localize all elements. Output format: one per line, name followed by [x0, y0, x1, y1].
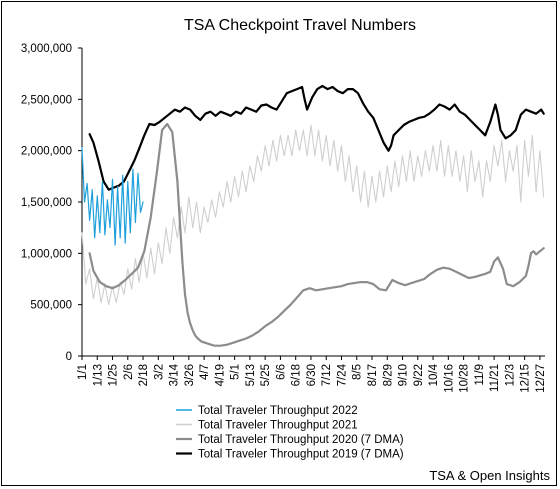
legend: Total Traveler Throughput 2022 Total Trav…: [176, 405, 404, 461]
x-tick-label: 10/4: [428, 363, 440, 386]
x-tick-label: 6/18: [291, 364, 303, 386]
source-note: TSA & Open Insights: [429, 468, 550, 483]
legend-label: Total Traveler Throughput 2019 (7 DMA): [198, 449, 404, 461]
x-tick-label: 7/12: [321, 364, 333, 386]
chart-title: TSA Checkpoint Travel Numbers: [184, 17, 416, 34]
x-tick-label: 11/9: [474, 364, 486, 386]
y-tick-label: 2,000,000: [21, 146, 72, 158]
x-tick-label: 8/17: [367, 364, 379, 386]
legend-label: Total Traveler Throughput 2021: [198, 420, 358, 432]
x-tick-label: 7/24: [336, 363, 348, 386]
x-tick-label: 1/1: [77, 364, 89, 380]
y-tick-label: 2,500,000: [21, 94, 72, 106]
series-line-0: [81, 147, 144, 246]
series-line-2: [88, 122, 545, 347]
x-tick-label: 6/6: [275, 364, 287, 380]
y-tick-label: 1,500,000: [21, 197, 72, 209]
x-tick-label: 3/2: [153, 364, 165, 380]
x-tick-label: 10/28: [459, 364, 471, 393]
legend-label: Total Traveler Throughput 2022: [198, 405, 358, 417]
series-line-3: [88, 84, 545, 191]
x-tick-label: 8/5: [352, 364, 364, 380]
x-tick-label: 1/25: [108, 364, 120, 386]
y-tick-label: 3,000,000: [21, 43, 72, 55]
x-tick-label: 3/14: [169, 363, 181, 386]
x-tick-label: 6/30: [306, 364, 318, 386]
x-tick-label: 4/19: [214, 364, 226, 386]
x-tick-label: 5/1: [230, 364, 242, 380]
x-tick-label: 11/21: [489, 364, 501, 392]
x-tick-label: 12/15: [520, 364, 532, 393]
y-tick-label: 500,000: [30, 300, 72, 312]
x-tick-label: 5/25: [260, 364, 272, 386]
x-tick-label: 12/3: [504, 364, 516, 386]
x-tick-label: 2/6: [123, 364, 135, 380]
legend-label: Total Traveler Throughput 2020 (7 DMA): [198, 434, 404, 446]
x-tick-label: 3/26: [184, 364, 196, 386]
x-tick-label: 2/18: [138, 364, 150, 386]
x-tick-label: 9/10: [398, 364, 410, 386]
y-tick-label: 1,000,000: [21, 248, 72, 260]
series-line-1: [81, 124, 545, 306]
x-tick-label: 5/13: [245, 364, 257, 386]
axes: 0 500,000 1,000,000 1,500,000 2,000,000 2,500…: [21, 43, 547, 393]
x-tick-label: 1/13: [92, 364, 104, 386]
x-tick-label: 9/22: [413, 364, 425, 386]
x-tick-label: 10/16: [443, 364, 455, 393]
series-lines: [81, 84, 545, 347]
y-tick-label: 0: [66, 351, 72, 363]
x-tick-label: 4/7: [199, 364, 211, 380]
x-tick-label: 12/27: [535, 364, 547, 393]
x-tick-label: 8/29: [382, 364, 394, 386]
